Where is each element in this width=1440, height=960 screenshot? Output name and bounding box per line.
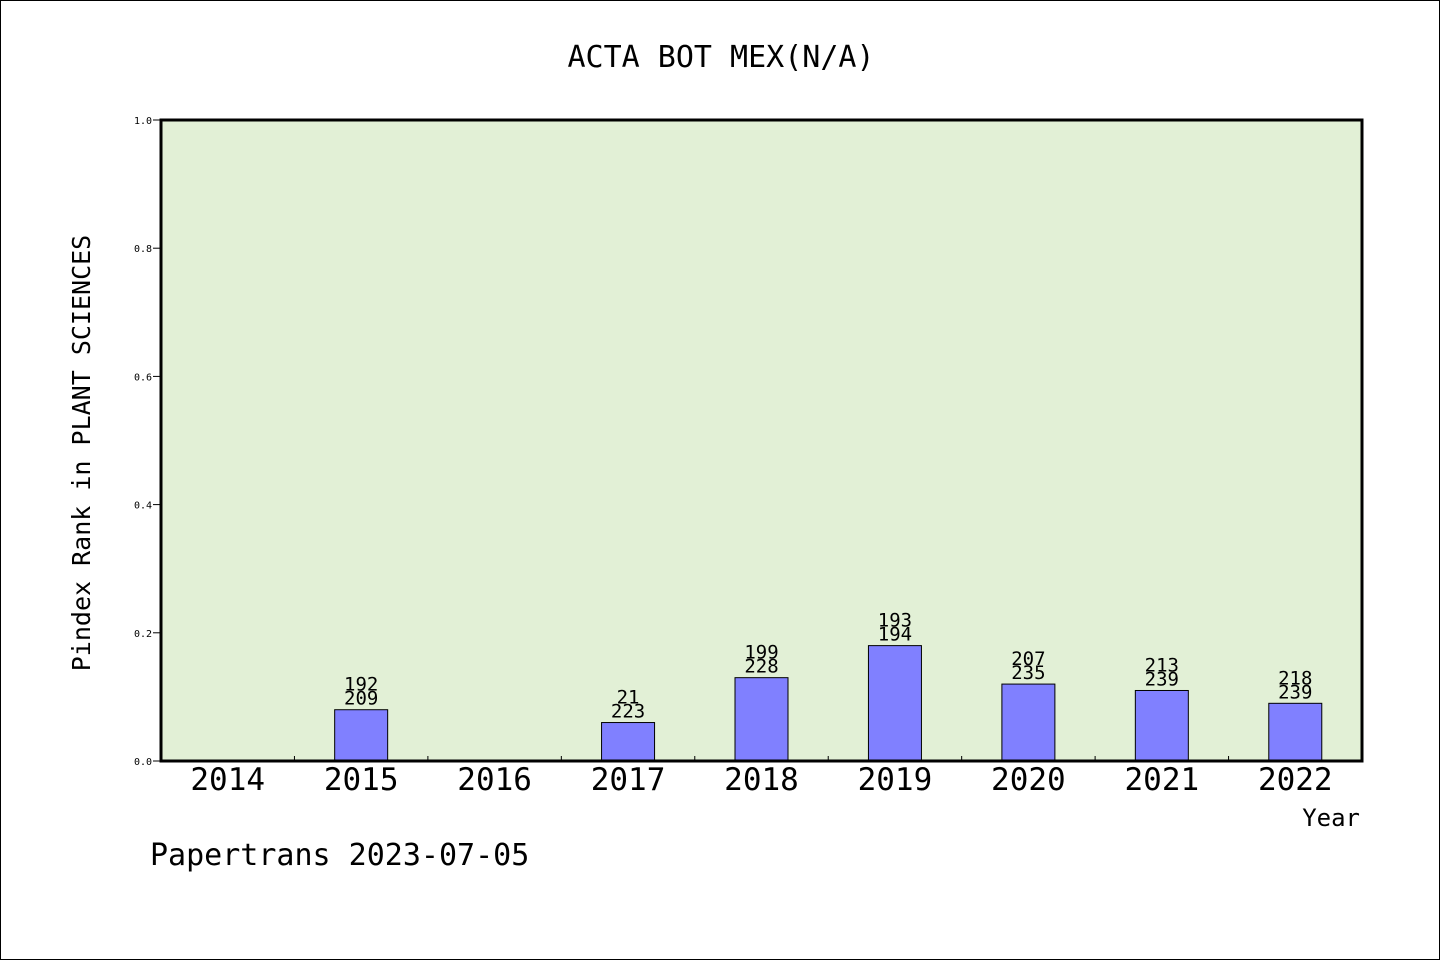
bar-label-top: 218 (1278, 667, 1312, 689)
bar-2015 (334, 709, 389, 762)
bar-label-bottom: 223 (611, 701, 645, 723)
bar-label-top: 192 (344, 674, 378, 696)
bar-label-top: 199 (744, 642, 778, 664)
bar-label-bottom: 228 (744, 656, 778, 678)
bar-label-top: 21 (617, 687, 640, 709)
y-tick-label: 0.0 (134, 757, 152, 768)
bar-2018 (734, 677, 789, 762)
x-tick-label: 2019 (858, 762, 933, 798)
bar-label-top: 207 (1011, 648, 1045, 670)
y-tick-label: 0.8 (134, 244, 152, 255)
bar-2021 (1134, 689, 1189, 762)
x-tick-label: 2020 (991, 762, 1066, 798)
x-tick-label: 2021 (1125, 762, 1200, 798)
y-tick-label: 0.4 (134, 501, 152, 512)
x-tick-label: 2016 (457, 762, 532, 798)
bar-label-bottom: 209 (344, 688, 378, 710)
x-tick-label: 2017 (591, 762, 666, 798)
x-tick-label: 2022 (1258, 762, 1333, 798)
bar-label-top: 193 (878, 610, 912, 632)
x-tick-label: 2015 (324, 762, 399, 798)
footer-credit: Papertrans 2023-07-05 (150, 838, 529, 873)
y-tick-label: 0.6 (134, 372, 152, 383)
x-tick-label: 2018 (724, 762, 799, 798)
bar-label-bottom: 235 (1011, 662, 1045, 684)
y-tick-label: 1.0 (134, 116, 152, 127)
bar-2020 (1001, 683, 1056, 762)
plot-border (159, 118, 1364, 763)
x-tick-label: 2014 (190, 762, 265, 798)
chart-title: ACTA BOT MEX(N/A) (567, 40, 874, 75)
bar-2022 (1268, 702, 1323, 762)
bar-label-bottom: 239 (1278, 681, 1312, 703)
bar-2017 (601, 722, 656, 762)
bar-label-top: 213 (1145, 654, 1179, 676)
bar-label-bottom: 239 (1145, 668, 1179, 690)
bar-2019 (867, 645, 922, 762)
y-tick-label: 0.2 (134, 629, 152, 640)
x-axis-label: Year (1302, 804, 1360, 832)
plot-area (161, 120, 1362, 761)
bar-label-bottom: 194 (878, 624, 912, 646)
y-axis-label: Pindex Rank in PLANT SCIENCES (67, 235, 96, 672)
